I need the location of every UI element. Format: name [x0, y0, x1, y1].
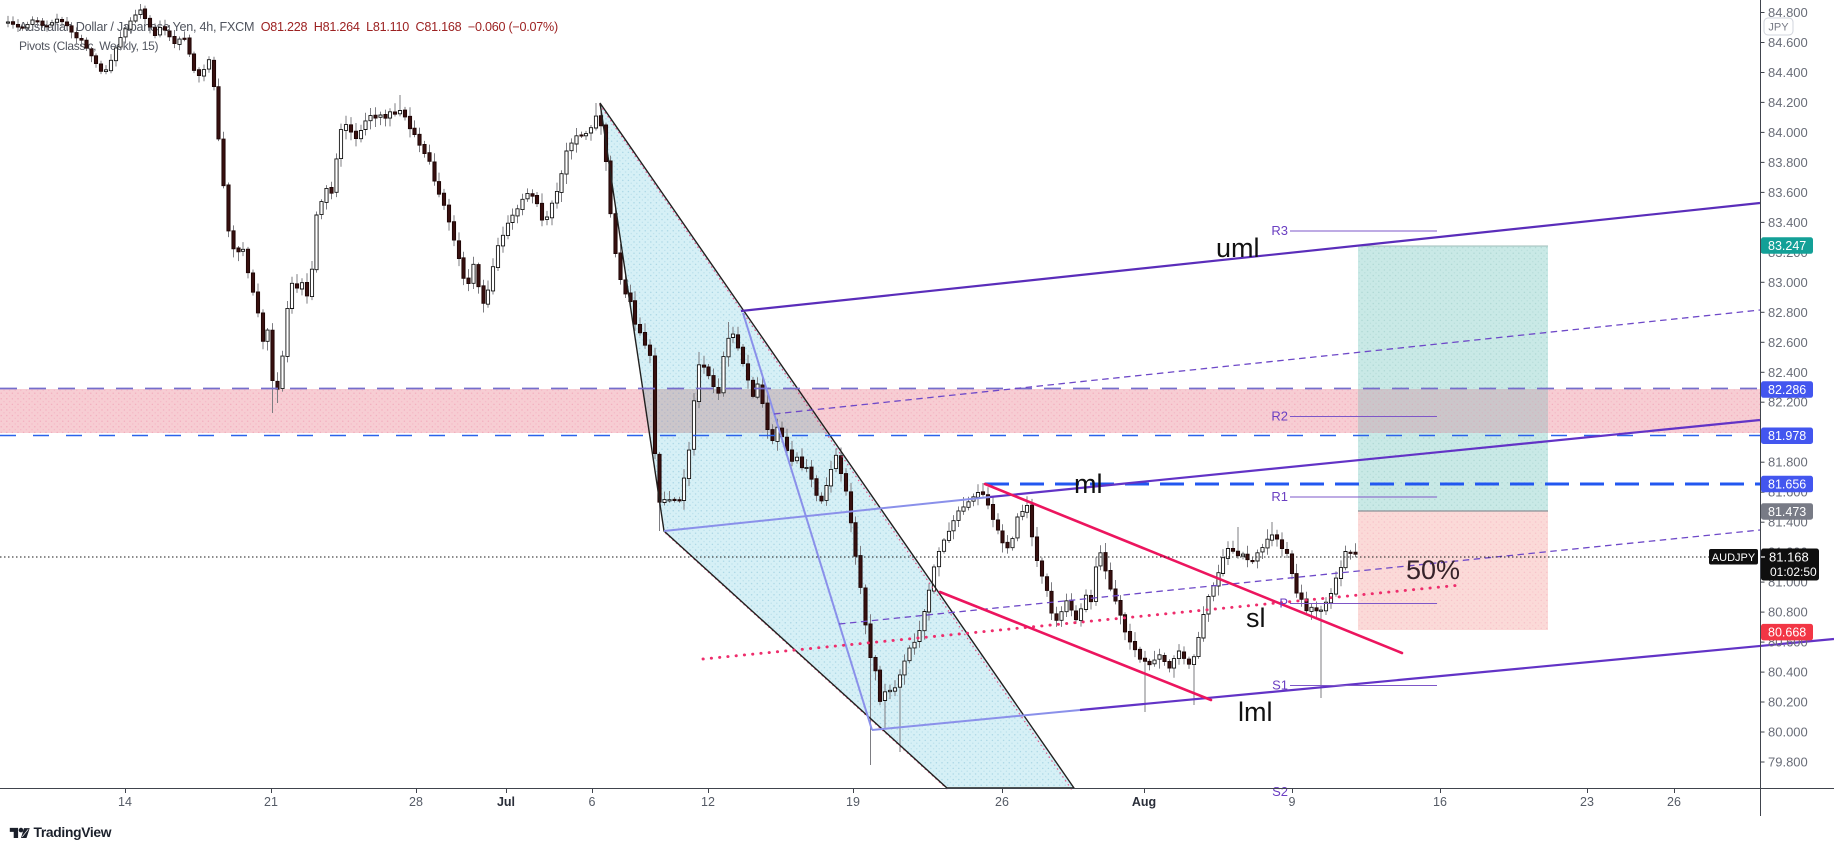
- svg-text:84.600: 84.600: [1768, 35, 1808, 50]
- svg-text:P: P: [1279, 596, 1288, 611]
- svg-text:26: 26: [1667, 795, 1681, 809]
- svg-text:12: 12: [701, 795, 715, 809]
- svg-text:80.800: 80.800: [1768, 605, 1808, 620]
- svg-text:ml: ml: [1074, 469, 1103, 499]
- svg-text:83.800: 83.800: [1768, 155, 1808, 170]
- svg-text:84.400: 84.400: [1768, 65, 1808, 80]
- svg-text:01:02:50: 01:02:50: [1770, 565, 1817, 579]
- svg-text:16: 16: [1433, 795, 1447, 809]
- svg-text:R3: R3: [1271, 223, 1288, 238]
- svg-text:Australian Dollar / Japanese Y: Australian Dollar / Japanese Yen, 4h, FX…: [19, 20, 558, 34]
- svg-text:6: 6: [589, 795, 596, 809]
- svg-text:Pivots (Classic, Weekly, 15): Pivots (Classic, Weekly, 15): [19, 39, 158, 53]
- svg-text:81.473: 81.473: [1768, 505, 1806, 519]
- svg-text:79.800: 79.800: [1768, 755, 1808, 770]
- svg-text:83.400: 83.400: [1768, 215, 1808, 230]
- svg-text:82.200: 82.200: [1768, 395, 1808, 410]
- svg-text:TradingView: TradingView: [34, 825, 112, 840]
- svg-text:lml: lml: [1238, 697, 1273, 727]
- svg-text:82.600: 82.600: [1768, 335, 1808, 350]
- svg-text:81.978: 81.978: [1768, 429, 1806, 443]
- svg-text:82.400: 82.400: [1768, 365, 1808, 380]
- svg-text:14: 14: [118, 795, 132, 809]
- svg-text:JPY: JPY: [1768, 22, 1789, 34]
- svg-text:81.656: 81.656: [1768, 477, 1806, 491]
- svg-text:R1: R1: [1271, 489, 1288, 504]
- svg-text:81.800: 81.800: [1768, 455, 1808, 470]
- svg-text:50%: 50%: [1406, 555, 1460, 585]
- svg-text:83.600: 83.600: [1768, 185, 1808, 200]
- svg-text:84.800: 84.800: [1768, 5, 1808, 20]
- svg-text:80.200: 80.200: [1768, 695, 1808, 710]
- svg-text:19: 19: [846, 795, 860, 809]
- svg-text:83.000: 83.000: [1768, 275, 1808, 290]
- svg-text:Jul: Jul: [497, 795, 515, 809]
- svg-text:21: 21: [264, 795, 278, 809]
- svg-text:9: 9: [1289, 795, 1296, 809]
- svg-text:80.400: 80.400: [1768, 665, 1808, 680]
- svg-text:83.247: 83.247: [1768, 239, 1806, 253]
- svg-text:S1: S1: [1272, 678, 1288, 693]
- svg-text:82.286: 82.286: [1768, 383, 1806, 397]
- svg-text:80.668: 80.668: [1768, 626, 1806, 640]
- svg-text:28: 28: [409, 795, 423, 809]
- svg-text:Aug: Aug: [1132, 795, 1156, 809]
- svg-text:AUDJPY: AUDJPY: [1712, 552, 1756, 564]
- svg-text:82.800: 82.800: [1768, 305, 1808, 320]
- svg-text:R2: R2: [1271, 409, 1288, 424]
- svg-text:uml: uml: [1216, 233, 1260, 263]
- svg-text:84.200: 84.200: [1768, 95, 1808, 110]
- svg-text:84.000: 84.000: [1768, 125, 1808, 140]
- svg-text:23: 23: [1580, 795, 1594, 809]
- svg-text:sl: sl: [1246, 603, 1266, 633]
- svg-text:S2: S2: [1272, 784, 1288, 799]
- svg-text:81.168: 81.168: [1769, 550, 1809, 565]
- svg-text:80.000: 80.000: [1768, 725, 1808, 740]
- svg-text:26: 26: [995, 795, 1009, 809]
